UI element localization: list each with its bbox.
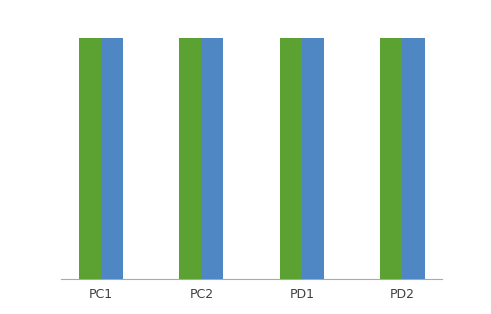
Bar [403, 0, 425, 279]
Bar [302, 0, 324, 279]
Bar [201, 0, 223, 279]
Bar [280, 0, 302, 279]
Bar [179, 0, 201, 279]
Bar [381, 0, 403, 279]
Bar [79, 0, 101, 279]
Bar [101, 0, 123, 279]
